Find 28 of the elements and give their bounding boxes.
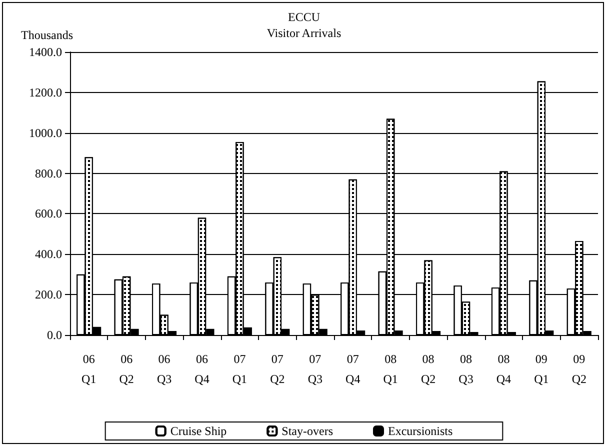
x-tick-label: 07 Q1 (232, 352, 248, 386)
x-tick-label: 07 Q4 (346, 352, 360, 386)
x-tick-label: 07 Q3 (308, 352, 322, 386)
y-tick-label: 1400.0 (29, 45, 62, 59)
x-tick-label: 08 Q2 (420, 352, 436, 386)
y-axis-title: Thousands (21, 28, 74, 42)
y-tick-label: 800.0 (35, 166, 62, 180)
y-tick-label: 600.0 (35, 206, 62, 221)
x-tick-label: 06 Q1 (82, 352, 96, 386)
y-tick-label: 1000.0 (29, 126, 62, 140)
x-tick-label: 06 Q3 (156, 352, 172, 386)
legend-label: Cruise Ship (170, 424, 227, 438)
chart-title: ECCU (288, 10, 320, 24)
x-tick-label: 09 Q1 (534, 352, 549, 386)
legend-label: Stay-overs (282, 424, 334, 438)
y-tick-label: 0.0 (47, 328, 62, 342)
legend-label: Excursionists (388, 424, 453, 438)
x-tick-label: 09 Q2 (572, 352, 586, 386)
x-tick-label: 06 Q4 (194, 352, 210, 386)
x-tick-label: 08 Q4 (496, 352, 512, 386)
y-tick-label: 400.0 (35, 247, 62, 262)
x-tick-label: 07 Q2 (270, 352, 285, 386)
y-tick-label: 200.0 (35, 288, 62, 302)
y-tick-label: 1200.0 (29, 85, 62, 100)
x-tick-label: 08 Q1 (383, 352, 398, 386)
chart-subtitle: Visitor Arrivals (266, 26, 342, 40)
x-tick-label: 08 Q3 (458, 352, 474, 386)
x-tick-label: 06 Q2 (119, 352, 134, 386)
